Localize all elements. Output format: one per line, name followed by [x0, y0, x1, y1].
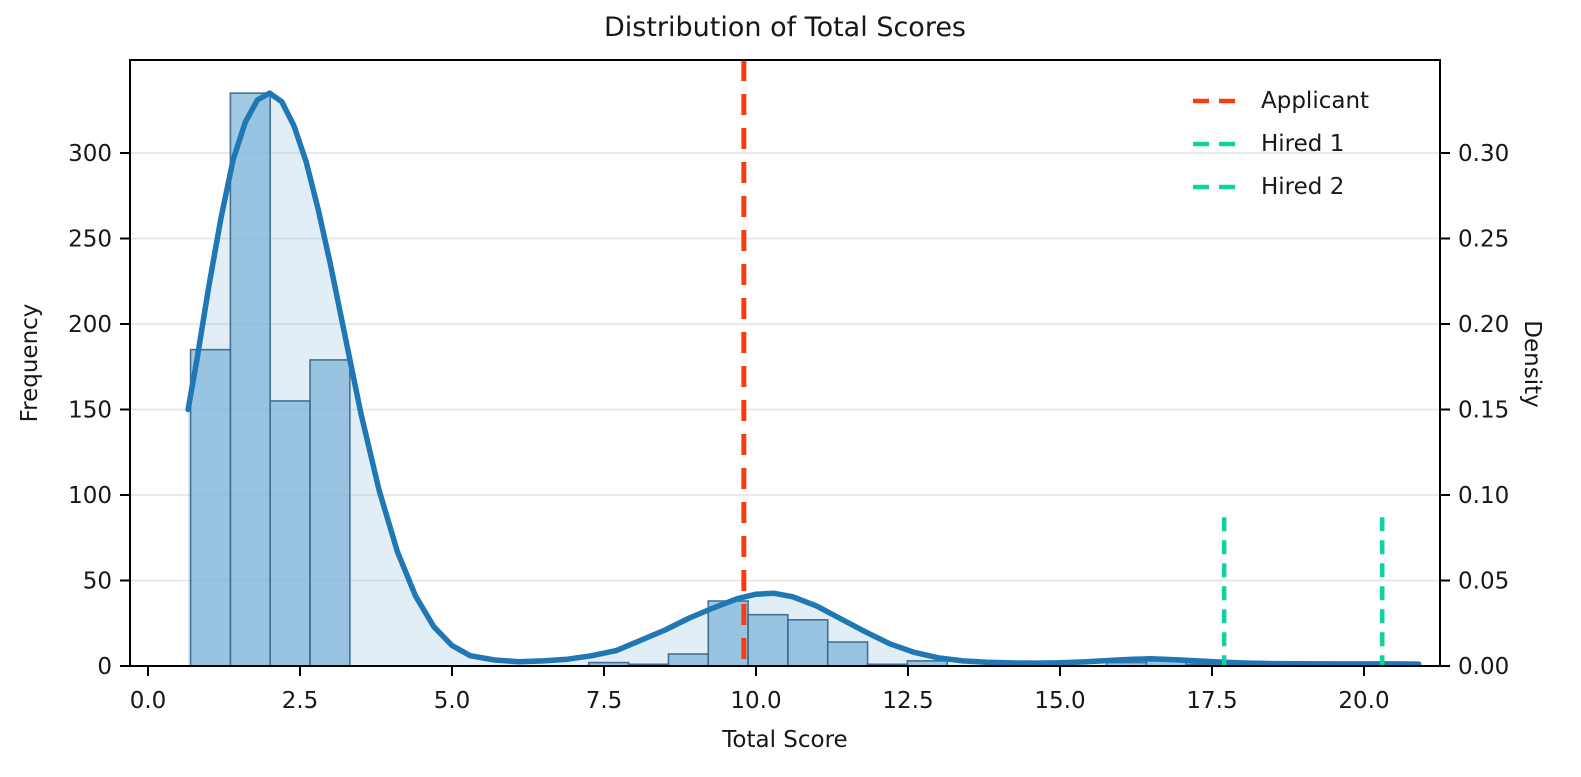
hist-bar [269, 400, 311, 667]
y-right-tick-label: 0.15 [1458, 398, 1509, 424]
y-right-tick-label: 0.30 [1458, 141, 1509, 167]
y-left-tick-label: 250 [68, 227, 112, 253]
x-axis-label: Total Score [722, 727, 848, 753]
y-left-tick-label: 200 [68, 312, 112, 338]
y-left-tick-label: 150 [68, 398, 112, 424]
legend-label-hired-1: Hired 1 [1261, 130, 1345, 157]
hist-bar [667, 653, 710, 667]
x-tick-label: 5.0 [434, 688, 471, 714]
y-left-tick-label: 300 [68, 141, 112, 167]
x-tick-label: 17.5 [1186, 688, 1237, 714]
hired-2-dash-swatch [1193, 184, 1243, 189]
y-right-tick-label: 0.00 [1458, 654, 1509, 680]
hist-bar [189, 348, 232, 667]
plot-border [129, 59, 1441, 667]
x-tick-label: 7.5 [586, 688, 623, 714]
y-right-tick-label: 0.25 [1458, 227, 1509, 253]
y-right-tick-label: 0.05 [1458, 569, 1509, 595]
x-tick-label: 20.0 [1338, 688, 1389, 714]
x-tick-label: 15.0 [1034, 688, 1085, 714]
x-tick-label: 10.0 [730, 688, 781, 714]
x-tick-label: 0.0 [130, 688, 167, 714]
hist-bar [826, 641, 869, 667]
legend-label-applicant: Applicant [1261, 87, 1370, 114]
x-tick-label: 2.5 [282, 688, 319, 714]
legend-label-hired-2: Hired 2 [1261, 173, 1345, 200]
legend-item-hired-2: Hired 2 [1192, 165, 1369, 208]
y-left-tick-label: 50 [83, 569, 112, 595]
applicant-dash-swatch [1193, 98, 1243, 103]
hist-bar [747, 613, 789, 667]
chart-title: Distribution of Total Scores [603, 12, 967, 43]
hist-bar [787, 619, 829, 667]
x-tick-label: 12.5 [882, 688, 933, 714]
y-right-tick-label: 0.20 [1458, 312, 1509, 338]
legend: Applicant Hired 1 Hired 2 [1192, 79, 1369, 208]
legend-item-applicant: Applicant [1192, 79, 1369, 122]
y-right-tick-label: 0.10 [1458, 483, 1509, 509]
hist-bar [229, 92, 272, 667]
y-axis-right-label: Density [1519, 320, 1545, 408]
hired-1-dash-swatch [1193, 141, 1243, 146]
y-left-tick-label: 100 [68, 483, 112, 509]
y-left-tick-label: 0 [97, 654, 112, 680]
kde-curve [185, 90, 1422, 667]
hist-bar [309, 359, 351, 667]
legend-item-hired-1: Hired 1 [1192, 122, 1369, 165]
y-axis-left-label: Frequency [17, 303, 43, 423]
